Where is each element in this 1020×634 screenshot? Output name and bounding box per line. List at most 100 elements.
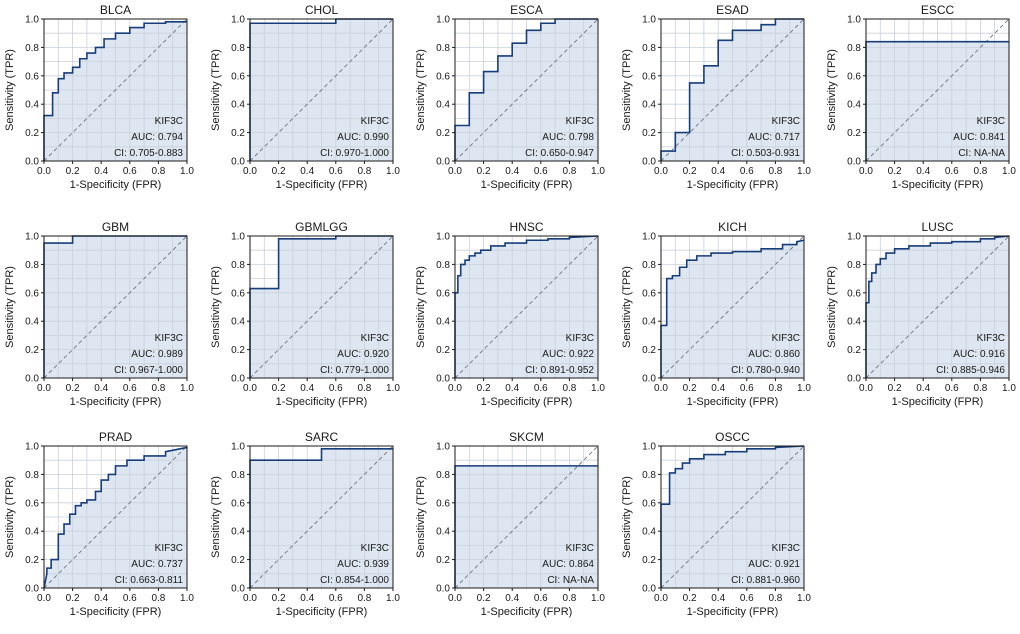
legend-ci: CI: 0.780-0.940 [731, 365, 800, 376]
x-tick-label: 0.2 [272, 166, 286, 177]
y-tick-label: 0.6 [642, 288, 656, 299]
x-tick-label: 0.6 [945, 166, 959, 177]
y-tick-label: 0.4 [25, 100, 39, 111]
x-tick-label: 1.0 [797, 593, 811, 604]
roc-panel-hnsc: 0.00.0 0.2 0.2 0.4 0.4 0.6 0.6 0.8 0.8 1.0 1.0 HNSC… [415, 220, 605, 408]
x-tick-label: 0.8 [562, 383, 576, 394]
x-tick-label: 0.4 [94, 383, 108, 394]
x-tick-label: 0.0 [37, 383, 51, 394]
x-axis-label: 1-Specificity (FPR) [276, 396, 368, 408]
x-tick-label: 1.0 [797, 166, 811, 177]
x-tick-label: 0.6 [329, 166, 343, 177]
y-tick-label: 0.6 [436, 498, 450, 509]
y-tick-label: 0.2 [642, 345, 656, 356]
y-axis-label: Sensitivity (TPR) [210, 476, 222, 558]
plot-frame [454, 18, 599, 162]
roc-panel-gbm: 0.00.0 0.2 0.2 0.4 0.4 0.6 0.6 0.8 0.8 1.0 1.0 GBM 1… [4, 220, 194, 408]
panel-title: KICH [718, 220, 747, 234]
x-tick-label: 0.6 [329, 593, 343, 604]
x-axis-label: 1-Specificity (FPR) [70, 396, 162, 408]
y-tick-label: 0.8 [231, 260, 245, 271]
x-tick-label: 0.8 [357, 383, 371, 394]
legend-gene: KIF3C [772, 333, 800, 344]
legend-ci: CI: 0.885-0.946 [936, 365, 1005, 376]
y-axis-label: Sensitivity (TPR) [826, 49, 838, 131]
x-tick-label: 0.8 [562, 593, 576, 604]
y-tick-label: 1.0 [847, 232, 861, 243]
plot-frame [454, 445, 599, 589]
y-tick-label: 0.0 [436, 157, 450, 168]
x-tick-label: 0.2 [477, 166, 491, 177]
x-axis-label: 1-Specificity (FPR) [481, 606, 573, 618]
legend-gene: KIF3C [772, 543, 800, 554]
roc-curve [454, 235, 599, 378]
x-tick-label: 0.4 [300, 383, 314, 394]
plot-frame [454, 235, 599, 379]
y-axis-label: Sensitivity (TPR) [415, 49, 427, 131]
y-tick-label: 0.8 [642, 260, 656, 271]
reference-diagonal [660, 445, 805, 589]
roc-curve [660, 445, 805, 588]
x-tick-label: 0.8 [768, 383, 782, 394]
x-axis-label: 1-Specificity (FPR) [687, 179, 779, 191]
y-tick-label: 0.0 [847, 157, 861, 168]
x-tick-label: 0.4 [711, 593, 725, 604]
y-tick-label: 0.4 [25, 527, 39, 538]
legend-gene: KIF3C [155, 116, 183, 127]
y-tick-label: 0.2 [25, 128, 39, 139]
x-axis-label: 1-Specificity (FPR) [276, 179, 368, 191]
x-tick-label: 0.6 [740, 383, 754, 394]
x-tick-label: 0.2 [66, 383, 80, 394]
reference-diagonal [43, 445, 188, 589]
y-tick-label: 0.0 [642, 584, 656, 595]
roc-panel-prad: 0.00.0 0.2 0.2 0.4 0.4 0.6 0.6 0.8 0.8 1.0 1.0 PRAD… [4, 430, 194, 618]
plot-frame [660, 445, 805, 589]
y-tick-label: 0.6 [25, 498, 39, 509]
legend-auc: AUC: 0.939 [337, 559, 389, 570]
roc-curve [43, 446, 188, 589]
y-tick-label: 0.8 [642, 470, 656, 481]
y-tick-label: 0.4 [436, 100, 450, 111]
x-tick-label: 0.6 [945, 383, 959, 394]
panel-title: PRAD [99, 430, 133, 444]
y-axis-label: Sensitivity (TPR) [621, 476, 633, 558]
y-tick-label: 0.6 [25, 288, 39, 299]
roc-panel-esca: 0.00.0 0.2 0.2 0.4 0.4 0.6 0.6 0.8 0.8 1.0 1.0 ESCA… [415, 3, 605, 191]
x-tick-label: 0.0 [243, 166, 257, 177]
legend-auc: AUC: 0.717 [748, 132, 800, 143]
legend-gene: KIF3C [977, 333, 1005, 344]
plot-frame [660, 235, 805, 379]
roc-curve [43, 21, 187, 161]
reference-diagonal [249, 18, 394, 162]
x-tick-label: 0.4 [505, 593, 519, 604]
panel-title: GBM [102, 220, 129, 234]
y-axis-label: Sensitivity (TPR) [621, 266, 633, 348]
y-tick-label: 1.0 [436, 442, 450, 453]
legend-auc: AUC: 0.737 [131, 559, 183, 570]
reference-diagonal [454, 235, 599, 379]
y-tick-label: 0.2 [642, 555, 656, 566]
y-tick-label: 0.4 [642, 317, 656, 328]
x-tick-label: 0.8 [768, 593, 782, 604]
x-tick-label: 0.0 [243, 593, 257, 604]
y-axis-label: Sensitivity (TPR) [415, 266, 427, 348]
legend-auc: AUC: 0.990 [337, 132, 389, 143]
panel-title: LUSC [921, 220, 953, 234]
legend-ci: CI: 0.650-0.947 [525, 148, 594, 159]
legend-auc: AUC: 0.864 [542, 559, 594, 570]
x-tick-label: 1.0 [797, 383, 811, 394]
legend-auc: AUC: 0.916 [953, 349, 1005, 360]
y-tick-label: 0.4 [231, 317, 245, 328]
y-tick-label: 0.0 [436, 374, 450, 385]
reference-diagonal [454, 445, 599, 589]
legend-ci: CI: NA-NA [547, 575, 594, 586]
legend-auc: AUC: 0.921 [748, 559, 800, 570]
x-tick-label: 0.8 [151, 166, 165, 177]
legend-ci: CI: 0.705-0.883 [114, 148, 183, 159]
y-tick-label: 0.2 [231, 128, 245, 139]
x-tick-label: 1.0 [591, 383, 605, 394]
x-axis-label: 1-Specificity (FPR) [481, 396, 573, 408]
legend-auc: AUC: 0.922 [542, 349, 594, 360]
y-tick-label: 0.0 [25, 374, 39, 385]
x-tick-label: 0.0 [243, 383, 257, 394]
